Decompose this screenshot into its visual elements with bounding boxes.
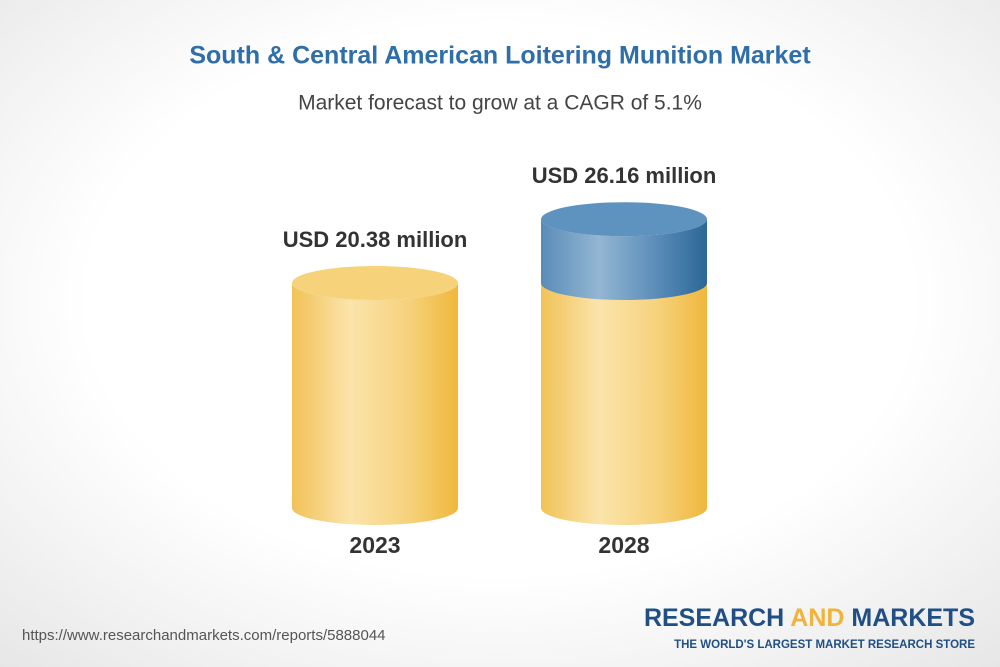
value-label: USD 20.38 million [283, 227, 468, 252]
growth-segment [541, 219, 707, 301]
logo-word: RESEARCH [644, 604, 784, 632]
x-tick-label: 2028 [598, 532, 649, 558]
chart-title: South & Central American Loitering Munit… [189, 42, 811, 70]
chart-subtitle: Market forecast to grow at a CAGR of 5.1… [298, 92, 702, 115]
cylinder-body [292, 283, 458, 525]
cylinder-top [292, 266, 458, 301]
logo-word: MARKETS [851, 604, 975, 632]
value-label: USD 26.16 million [532, 163, 717, 188]
source-url: https://www.researchandmarkets.com/repor… [22, 627, 386, 644]
logo-word: AND [790, 604, 844, 632]
x-tick-label: 2023 [349, 532, 400, 558]
plot-area: USD 20.38 million 2023 USD 26.16 million 20… [283, 163, 717, 558]
cylinder-top [541, 202, 707, 237]
logo: RESEARCH AND MARKETS [644, 604, 975, 632]
logo-tagline: THE WORLD'S LARGEST MARKET RESEARCH STOR… [674, 639, 975, 651]
